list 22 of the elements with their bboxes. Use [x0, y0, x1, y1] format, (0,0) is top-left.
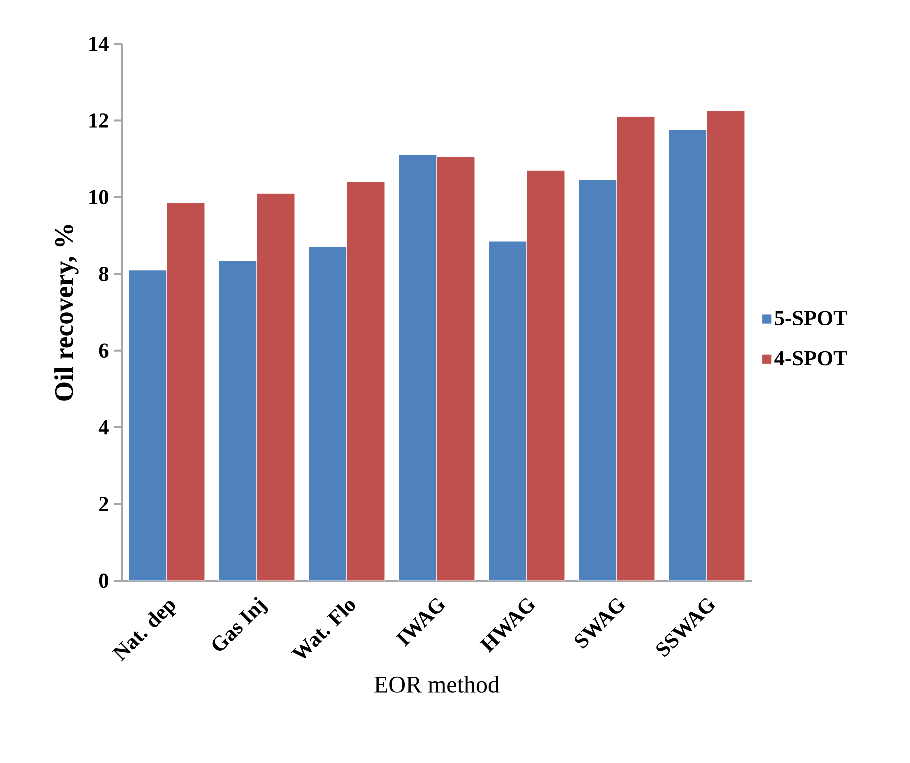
bar [526, 170, 566, 581]
bar [256, 193, 296, 581]
x-axis-title: EOR method [374, 676, 500, 693]
bar [346, 182, 386, 581]
x-tick-label: Nat. dep [112, 601, 176, 662]
y-axis-title: Oil recovery, % [54, 225, 79, 401]
bar [166, 202, 206, 581]
y-tick-label: 2 [100, 497, 108, 512]
bar [436, 156, 476, 581]
x-tick-label: Wat. Flo [291, 601, 356, 659]
y-tick-label: 0 [99, 574, 108, 588]
y-tick-label: 10 [90, 190, 108, 205]
legend-label: 4-SPOT [774, 351, 848, 366]
legend-label: 5-SPOT [775, 311, 848, 326]
bar [706, 110, 746, 581]
y-tick-label: 8 [99, 266, 109, 282]
y-tick-label: 6 [99, 344, 109, 358]
y-tick-label: 14 [90, 36, 109, 52]
x-tick-label: Gas Inj [212, 597, 268, 651]
y-tick-label: 4 [98, 420, 109, 435]
bar [616, 116, 656, 581]
y-tick-label: 12 [90, 114, 108, 128]
